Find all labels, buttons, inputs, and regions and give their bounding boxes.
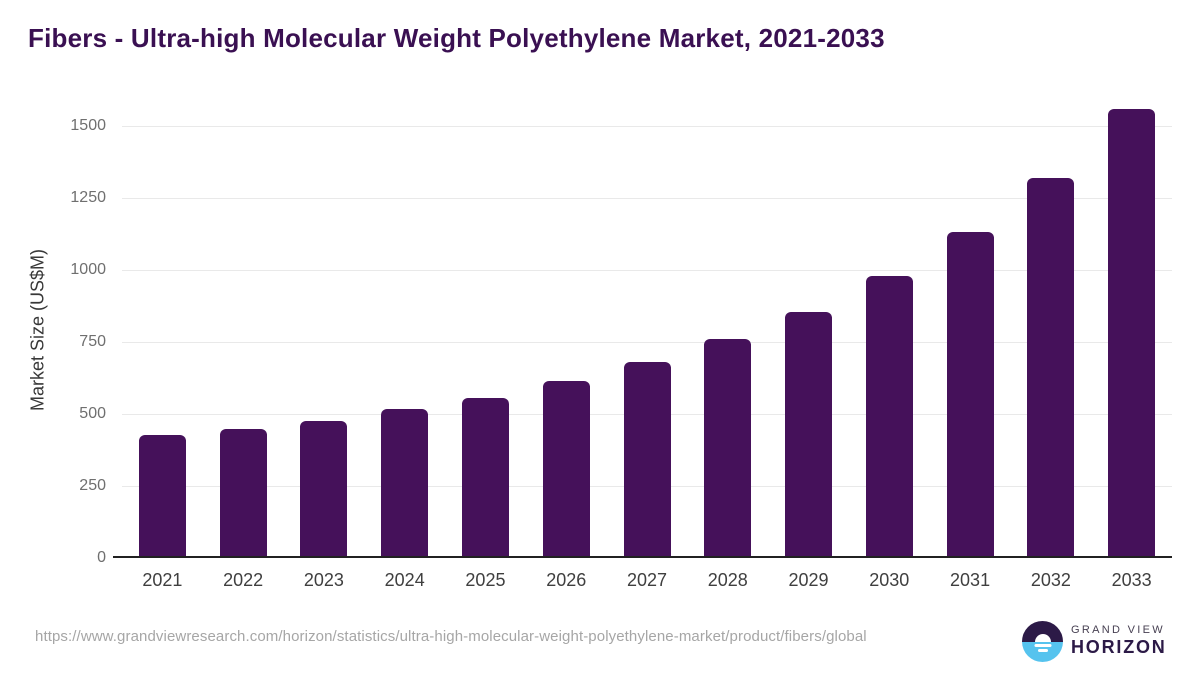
x-tick-label-2032: 2032 <box>1030 570 1071 590</box>
x-tick-label-2031: 2031 <box>950 570 991 590</box>
y-tick-label-1000: 1000 <box>70 261 106 278</box>
gridline-750 <box>122 342 1172 343</box>
x-axis-line <box>113 556 1172 558</box>
bar-2021 <box>138 434 186 556</box>
bar-2030 <box>865 276 913 556</box>
grand-view-horizon-logo: GRAND VIEW HORIZON <box>1022 620 1172 664</box>
bar-2032 <box>1027 178 1075 556</box>
y-tick-label-0: 0 <box>97 549 106 566</box>
bar-2029 <box>785 311 833 556</box>
x-tick-label-2026: 2026 <box>546 570 587 590</box>
logo-sky-half <box>1022 621 1063 642</box>
y-tick-label-500: 500 <box>79 405 106 422</box>
y-tick-label-1250: 1250 <box>70 189 106 206</box>
bar-2025 <box>461 397 509 556</box>
y-tick-label-750: 750 <box>79 333 106 350</box>
sunrise-horizon-circle-icon <box>1022 621 1063 662</box>
bar-2022 <box>219 428 267 556</box>
x-tick-label-2027: 2027 <box>626 570 668 590</box>
x-tick-label-2033: 2033 <box>1111 570 1152 590</box>
y-tick-label-250: 250 <box>79 477 106 494</box>
gridline-1250 <box>122 198 1172 199</box>
x-tick-label-2030: 2030 <box>869 570 910 590</box>
logo-sun-shape <box>1034 633 1051 642</box>
logo-reflection-line-1 <box>1034 644 1051 647</box>
x-tick-label-2029: 2029 <box>788 570 829 590</box>
x-tick-label-2024: 2024 <box>384 570 425 590</box>
bar-2026 <box>542 381 590 556</box>
x-tick-label-2028: 2028 <box>707 570 748 590</box>
x-tick-label-2023: 2023 <box>303 570 344 590</box>
logo-text-horizon: HORIZON <box>1071 637 1167 657</box>
logo-text-grand-view: GRAND VIEW <box>1071 624 1165 636</box>
y-tick-label-1500: 1500 <box>70 117 106 134</box>
source-url: https://www.grandviewresearch.com/horizo… <box>35 628 867 645</box>
x-tick-label-2025: 2025 <box>465 570 506 590</box>
x-tick-label-2021: 2021 <box>142 570 183 590</box>
bar-2028 <box>704 339 752 556</box>
gridline-1500 <box>122 126 1172 127</box>
x-tick-label-2022: 2022 <box>223 570 264 590</box>
plot-area <box>113 100 1172 558</box>
logo-reflection-line-2 <box>1037 649 1048 652</box>
bar-2024 <box>381 409 429 556</box>
gridline-1000 <box>122 270 1172 271</box>
bar-2027 <box>623 362 671 556</box>
bar-2033 <box>1108 108 1156 556</box>
bar-2031 <box>946 232 994 556</box>
bar-2023 <box>300 420 348 556</box>
chart-title: Fibers - Ultra-high Molecular Weight Pol… <box>28 23 885 53</box>
